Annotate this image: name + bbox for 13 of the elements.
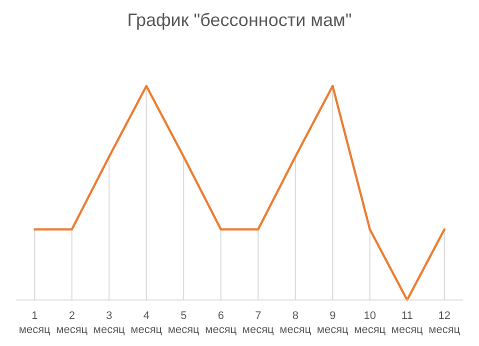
chart-title: График "бессонности мам" [127, 10, 352, 30]
x-tick-label: 5 месяц [168, 310, 200, 336]
x-tick-label: 8 месяц [280, 310, 312, 336]
x-tick-label: 12 месяц [428, 310, 461, 336]
x-tick-label: 9 месяц [316, 310, 350, 336]
x-tick-label: 3 месяц [93, 310, 126, 336]
x-tick-label: 6 месяц [205, 310, 238, 336]
x-tick-label: 1 месяц [18, 310, 52, 336]
x-tick-label: 2 месяц [56, 310, 88, 336]
x-tick-label: 4 месяц [130, 310, 163, 336]
x-tick-label: 10 месяц [354, 310, 386, 336]
x-tick-label: 11 месяц [391, 310, 424, 336]
x-tick-label: 7 месяц [242, 310, 275, 336]
